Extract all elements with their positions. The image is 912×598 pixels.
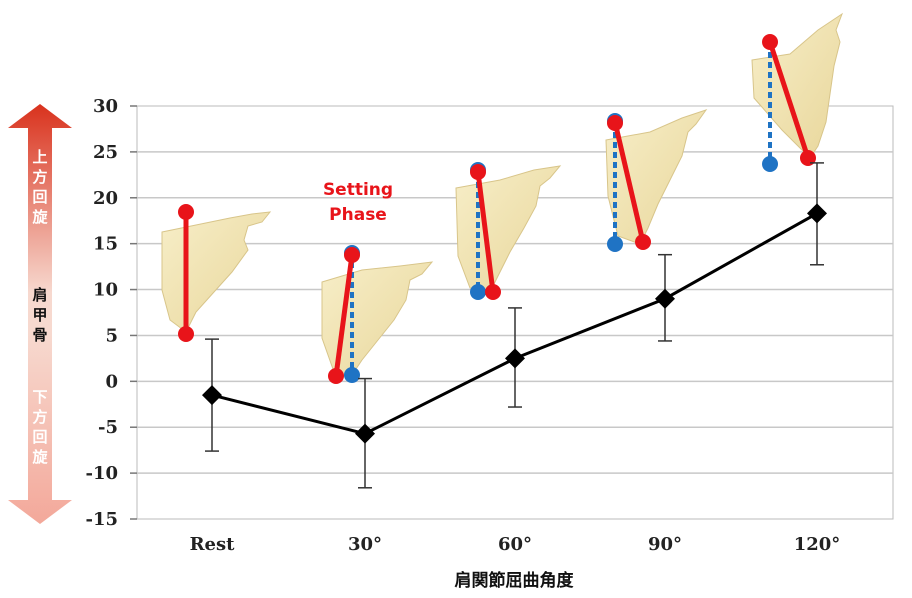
data-point-diamond (355, 423, 375, 444)
y-tick-label: -15 (85, 509, 118, 530)
scapula-illustration-60 (455, 162, 562, 300)
side-middle-char-3: 骨 (32, 326, 47, 344)
x-category-label: 90° (648, 534, 682, 555)
y-tick-label: 15 (93, 234, 118, 255)
y-tick-label: 0 (105, 371, 118, 392)
side-upper-char-4: 旋 (31, 208, 48, 226)
y-tick-label: 20 (93, 188, 118, 209)
data-point-diamond (655, 288, 675, 309)
side-upper-char-1: 上 (32, 148, 47, 166)
setting-phase-label-line-2: Phase (329, 205, 387, 225)
x-axis-categories: Rest 30° 60° 90° 120° (190, 534, 841, 555)
scapula-illustration-30 (321, 245, 434, 384)
y-tick-label: 5 (105, 325, 118, 346)
side-upper-char-3: 回 (32, 188, 47, 206)
side-arrow: 上 方 回 旋 肩 甲 骨 下 方 回 旋 (8, 104, 72, 524)
y-tick-label: -5 (98, 417, 118, 438)
x-category-label: 30° (348, 534, 382, 555)
scapula-illustrations (161, 12, 844, 384)
y-tick-label: 10 (93, 280, 118, 301)
data-markers (202, 203, 827, 444)
x-category-label: Rest (190, 534, 236, 555)
y-tick-label: -10 (85, 463, 118, 484)
data-point-diamond (807, 203, 827, 224)
x-category-label: 60° (498, 534, 532, 555)
side-lower-char-3: 回 (32, 428, 47, 446)
y-axis-ticks: 30 25 20 15 10 5 0 -5 -10 -15 (85, 96, 137, 530)
side-middle-char-2: 甲 (32, 306, 47, 324)
data-point-diamond (202, 385, 222, 406)
up-down-arrow-icon (8, 104, 72, 524)
scapula-illustration-90 (605, 109, 708, 252)
scapula-illustration-120 (751, 12, 844, 172)
y-tick-label: 30 (93, 96, 118, 117)
side-lower-char-1: 下 (32, 388, 47, 406)
side-middle-char-1: 肩 (32, 286, 47, 304)
setting-phase-label-line-1: Setting (323, 180, 393, 200)
data-point-diamond (505, 348, 525, 369)
side-upper-char-2: 方 (32, 168, 47, 186)
side-lower-char-4: 旋 (31, 448, 48, 466)
y-tick-label: 25 (93, 142, 118, 163)
scapula-illustration-rest (161, 204, 272, 342)
x-category-label: 120° (794, 534, 841, 555)
x-axis-title: 肩関節屈曲角度 (455, 570, 575, 591)
side-lower-char-2: 方 (32, 408, 47, 426)
